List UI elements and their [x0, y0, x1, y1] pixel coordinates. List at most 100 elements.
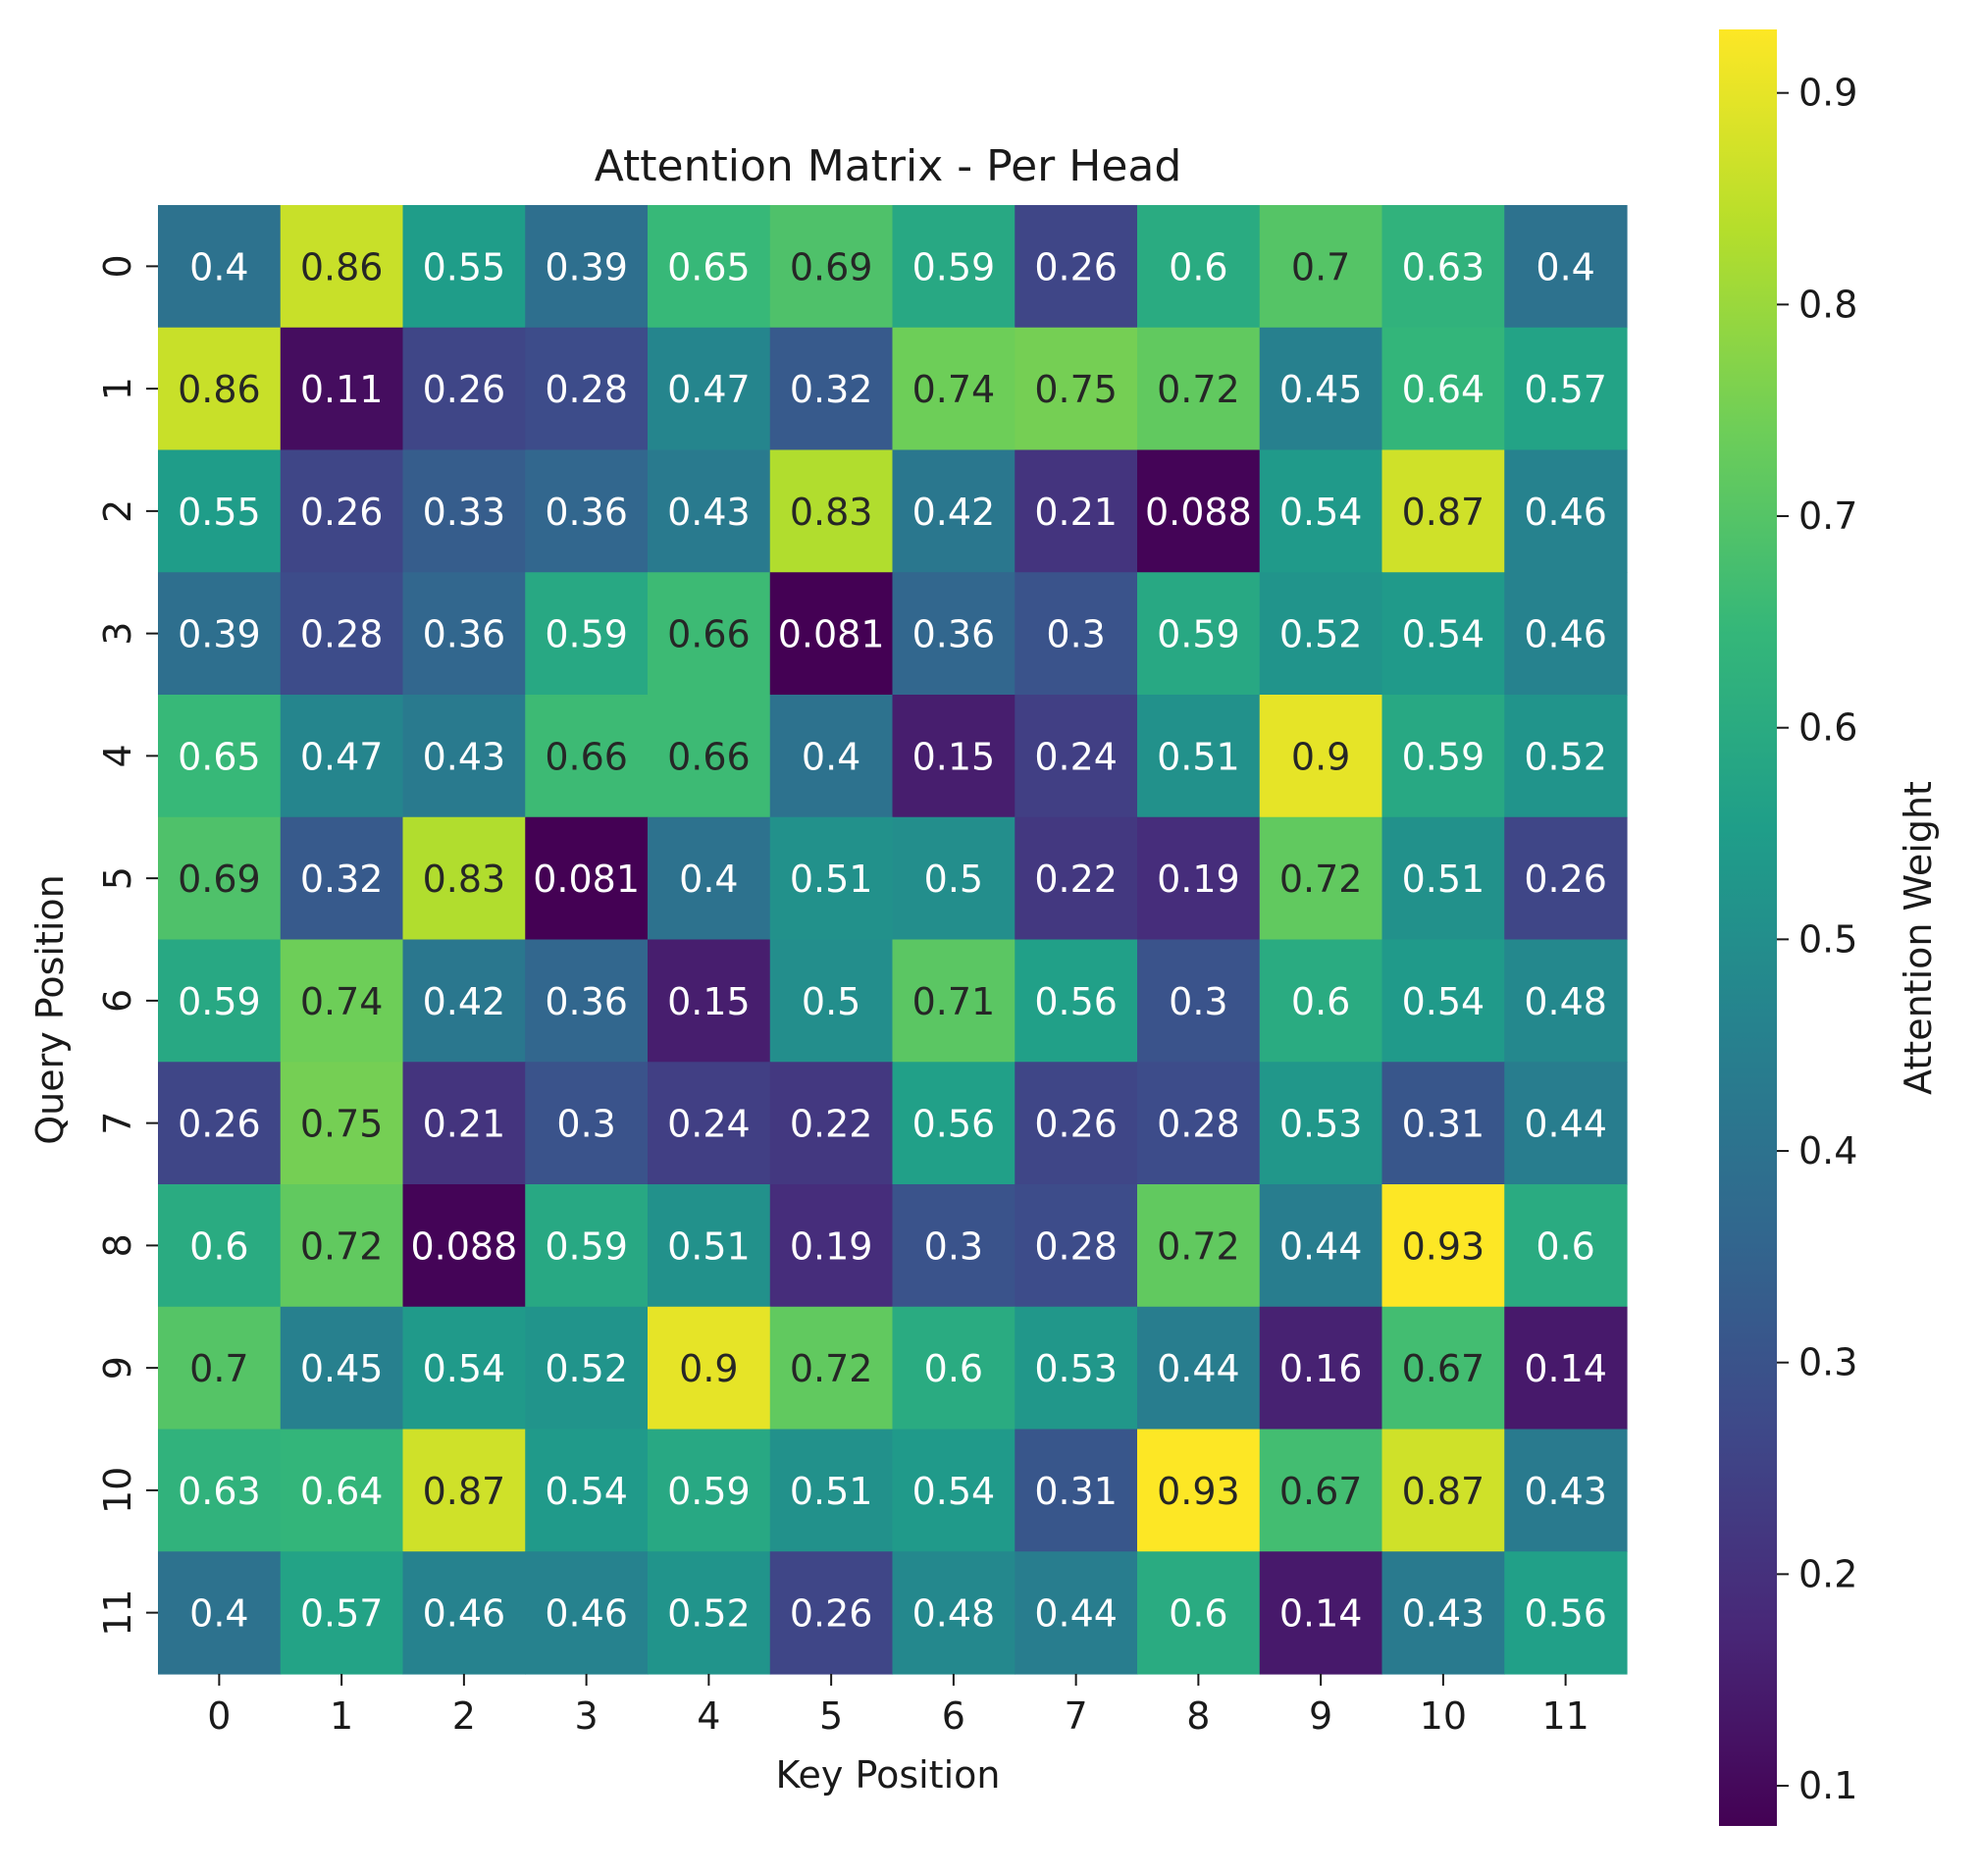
- cell-value-label: 0.45: [1279, 368, 1363, 411]
- heatmap-cell: [892, 1062, 1016, 1185]
- y-tick-label: 3: [96, 622, 139, 646]
- x-tick-label: 6: [942, 1694, 965, 1738]
- cell-value-label: 0.36: [423, 613, 506, 656]
- heatmap-cell: [1381, 939, 1505, 1063]
- cell-value-label: 0.32: [300, 858, 384, 901]
- y-tick-label: 4: [96, 744, 139, 767]
- cell-value-label: 0.43: [667, 491, 751, 534]
- heatmap-cell: [648, 1551, 771, 1675]
- cell-value-label: 0.72: [1279, 858, 1363, 901]
- chart-title: Attention Matrix - Per Head: [595, 141, 1182, 191]
- cell-value-label: 0.86: [300, 245, 384, 288]
- cell-annotations: 0.4 0.86 0.55 0.39 0.65 0.69 0.59 0.26 0.6 0.7 0.6…: [178, 245, 1607, 1635]
- heatmap-cell: [648, 572, 771, 696]
- cell-value-label: 0.44: [1524, 1103, 1607, 1146]
- heatmap-cell: [1504, 695, 1628, 818]
- heatmap-cell: [1015, 695, 1138, 818]
- cell-value-label: 0.66: [545, 735, 628, 778]
- heatmap-cell: [158, 1551, 282, 1675]
- heatmap-cell: [892, 1429, 1016, 1552]
- heatmap-cell: [158, 327, 282, 451]
- cell-value-label: 0.14: [1279, 1592, 1363, 1636]
- cell-value-label: 0.55: [178, 491, 261, 534]
- heatmap-cell: [1137, 695, 1261, 818]
- cell-value-label: 0.9: [679, 1347, 738, 1390]
- cell-value-label: 0.51: [1157, 735, 1240, 778]
- heatmap-cell: [525, 816, 649, 941]
- heatmap-cell: [280, 327, 404, 451]
- heatmap-cell: [769, 816, 894, 941]
- heatmap-cell: [648, 205, 771, 329]
- cell-value-label: 0.42: [912, 491, 996, 534]
- heatmap-cell: [769, 572, 894, 696]
- heatmap-cell: [1381, 1062, 1505, 1185]
- cell-value-label: 0.53: [1279, 1103, 1363, 1146]
- cell-value-label: 0.54: [912, 1470, 996, 1513]
- heatmap-cell: [1137, 572, 1261, 696]
- cell-value-label: 0.4: [1536, 245, 1594, 288]
- heatmap-cell: [1504, 449, 1628, 573]
- cell-value-label: 0.47: [300, 735, 384, 778]
- cell-value-label: 0.65: [178, 735, 261, 778]
- heatmap-cell: [402, 1306, 526, 1431]
- cell-value-label: 0.24: [667, 1103, 751, 1146]
- x-tick-label: 11: [1541, 1694, 1588, 1738]
- cell-value-label: 0.65: [667, 245, 751, 288]
- cell-value-label: 0.26: [300, 491, 384, 534]
- heatmap-cell: [402, 816, 526, 941]
- cell-value-label: 0.32: [790, 368, 873, 411]
- heatmap-cell: [648, 939, 771, 1063]
- cell-value-label: 0.75: [1034, 368, 1118, 411]
- cell-value-label: 0.66: [667, 735, 751, 778]
- cell-value-label: 0.26: [423, 368, 506, 411]
- cell-value-label: 0.4: [189, 245, 248, 288]
- cell-value-label: 0.67: [1279, 1470, 1363, 1513]
- heatmap-cell: [158, 939, 282, 1063]
- heatmap-cell: [402, 327, 526, 451]
- heatmap-cell: [158, 1306, 282, 1431]
- heatmap-cell: [158, 695, 282, 818]
- cell-value-label: 0.5: [802, 980, 860, 1023]
- heatmap-cell: [1381, 572, 1505, 696]
- cell-value-label: 0.26: [1034, 1103, 1118, 1146]
- cell-value-label: 0.6: [1536, 1225, 1594, 1268]
- cell-value-label: 0.54: [1402, 613, 1485, 656]
- cell-value-label: 0.71: [912, 980, 996, 1023]
- heatmap-cell: [1259, 1306, 1383, 1431]
- cell-value-label: 0.7: [189, 1347, 248, 1390]
- cell-value-label: 0.54: [1402, 980, 1485, 1023]
- cell-value-label: 0.74: [912, 368, 996, 411]
- heatmap-cell: [525, 939, 649, 1063]
- heatmap-cell: [280, 1184, 404, 1308]
- cell-value-label: 0.14: [1524, 1347, 1607, 1390]
- colorbar-tick-label: 0.9: [1798, 72, 1857, 115]
- colorbar-tick-label: 0.3: [1798, 1341, 1857, 1384]
- cell-value-label: 0.3: [1169, 980, 1227, 1023]
- y-tick-label: 11: [96, 1589, 139, 1636]
- heatmap-cell: [648, 1306, 771, 1431]
- heatmap-cell: [1259, 939, 1383, 1063]
- heatmap-cell: [1381, 327, 1505, 451]
- cell-value-label: 0.28: [1034, 1225, 1118, 1268]
- heatmap-cell: [402, 695, 526, 818]
- heatmap-cell: [769, 205, 894, 329]
- heatmap-cell: [1259, 695, 1383, 818]
- y-tick-label: 2: [96, 499, 139, 523]
- cell-value-label: 0.57: [300, 1592, 384, 1636]
- heatmap-cell: [1259, 1429, 1383, 1552]
- cell-value-label: 0.19: [790, 1225, 873, 1268]
- heatmap-cell: [280, 572, 404, 696]
- heatmap-cell: [525, 449, 649, 573]
- cell-value-label: 0.6: [1169, 245, 1227, 288]
- cell-value-label: 0.69: [790, 245, 873, 288]
- heatmap-cell: [1137, 939, 1261, 1063]
- cell-value-label: 0.59: [667, 1470, 751, 1513]
- cell-value-label: 0.48: [912, 1592, 996, 1636]
- cell-value-label: 0.24: [1034, 735, 1118, 778]
- cell-value-label: 0.74: [300, 980, 384, 1023]
- heatmap-cell: [648, 816, 771, 941]
- colorbar-ticks: 0.1 0.2 0.3 0.4 0.5 0.6 0.7 0.8 0.9: [1777, 72, 1857, 1807]
- heatmap-cell: [1504, 1062, 1628, 1185]
